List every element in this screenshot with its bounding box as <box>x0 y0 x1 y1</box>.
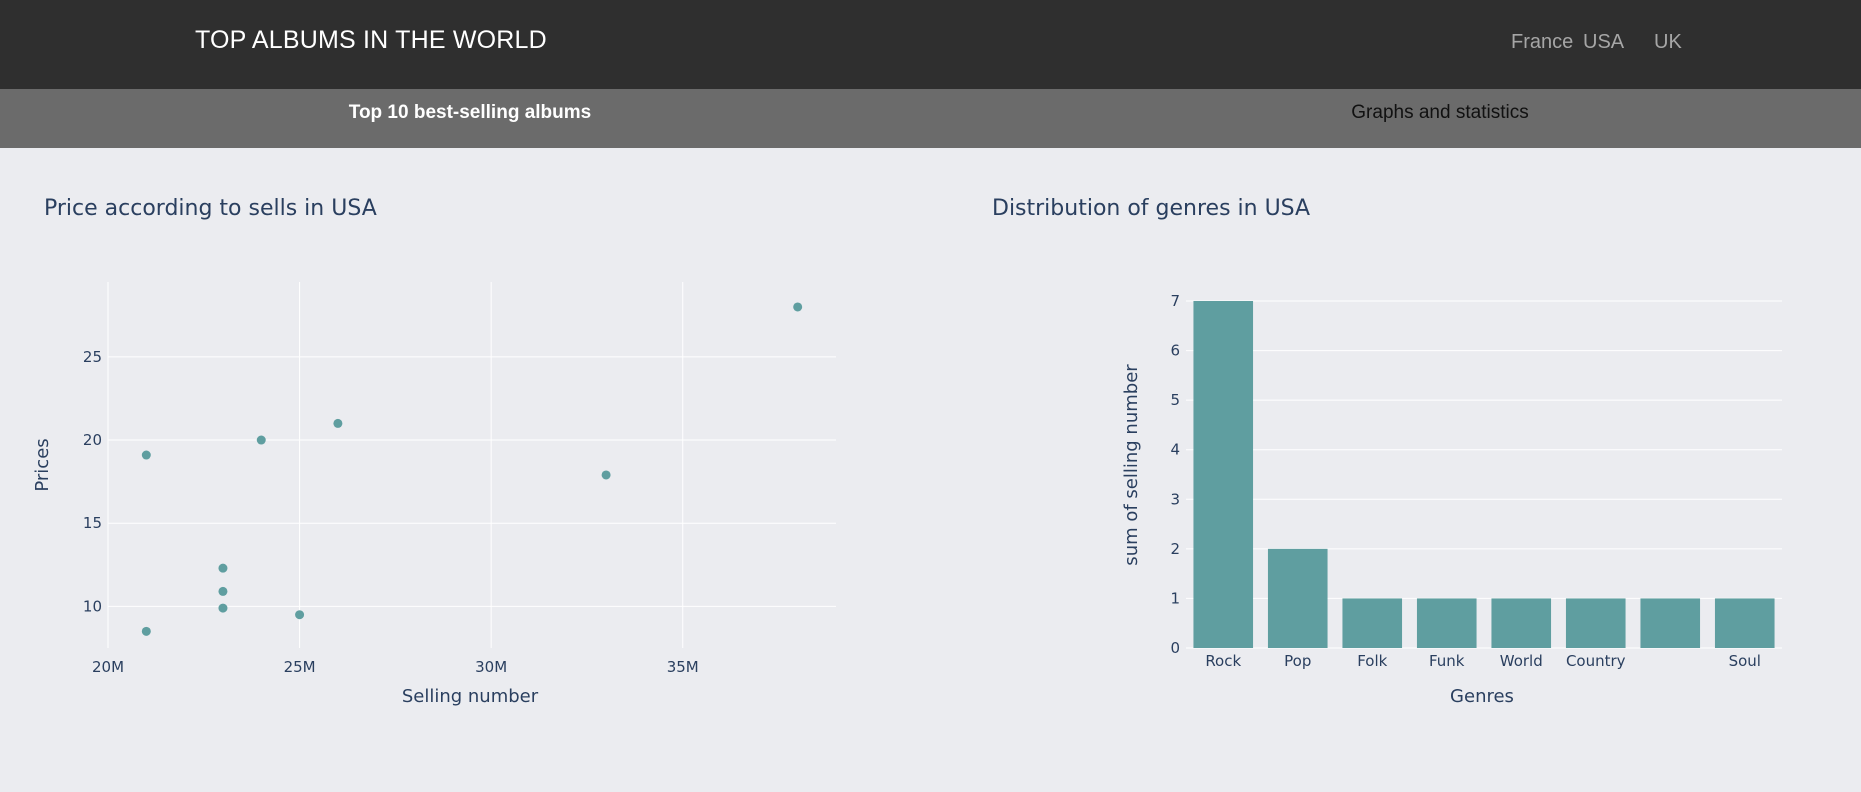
scatter-point <box>218 586 228 596</box>
bar-y-tick-label: 4 <box>1170 441 1180 459</box>
nav-link-france[interactable]: France <box>1511 31 1574 53</box>
bar-x-tick-label: Folk <box>1357 652 1387 670</box>
tab-top10-albums[interactable]: Top 10 best-selling albums <box>348 102 592 123</box>
bar <box>1267 548 1328 648</box>
scatter-x-tick-label: 20M <box>92 658 124 676</box>
bar-x-tick-label: Soul <box>1729 652 1761 670</box>
nav-link-usa[interactable]: USA <box>1583 31 1625 53</box>
bar-x-tick-label: Country <box>1566 652 1626 670</box>
bar-x-axis-label: Genres <box>1450 686 1514 707</box>
scatter-y-axis-label: Prices <box>32 438 53 491</box>
scatter-x-axis-label: Selling number <box>402 686 539 707</box>
scatter-point <box>141 626 151 636</box>
bar-x-tick-label: Rock <box>1205 652 1241 670</box>
bar-y-tick-label: 3 <box>1170 490 1180 508</box>
bar <box>1565 598 1626 648</box>
scatter-y-tick-label: 25 <box>83 348 102 366</box>
scatter-y-tick-label: 15 <box>83 514 102 532</box>
tab-graphs-statistics[interactable]: Graphs and statistics <box>1351 102 1529 123</box>
bar <box>1193 301 1254 648</box>
scatter-point <box>601 470 611 480</box>
bar-x-tick-label: Funk <box>1429 652 1465 670</box>
bar <box>1416 598 1477 648</box>
bar <box>1640 598 1701 648</box>
scatter-x-tick-label: 35M <box>667 658 699 676</box>
bar-title: Distribution of genres in USA <box>992 196 1310 221</box>
scatter-point <box>256 435 266 445</box>
scatter-point <box>295 610 305 620</box>
bar-x-ticks: Rock Pop Folk Funk World Country Soul <box>1205 652 1761 670</box>
scatter-point <box>793 302 803 312</box>
tab-bar: Top 10 best-selling albums Graphs and st… <box>0 89 1861 148</box>
scatter-x-tick-label: 25M <box>284 658 316 676</box>
scatter-x-ticks: 20M 25M 30M 35M <box>92 658 699 676</box>
bar-y-tick-label: 7 <box>1170 292 1180 310</box>
scatter-point <box>333 418 343 428</box>
bar <box>1342 598 1403 648</box>
bar-y-tick-label: 6 <box>1170 342 1180 360</box>
bar-y-tick-label: 1 <box>1170 589 1180 607</box>
scatter-y-ticks: 10 15 20 25 <box>83 348 102 616</box>
bar <box>1714 598 1775 648</box>
scatter-y-tick-label: 20 <box>83 431 102 449</box>
scatter-x-tick-label: 30M <box>475 658 507 676</box>
scatter-chart: Price according to sells in USA 20M 25M 30… <box>32 196 836 707</box>
bar-bars <box>1193 301 1775 648</box>
scatter-point <box>218 563 228 573</box>
top-navbar: TOP ALBUMS IN THE WORLD France USA UK <box>0 0 1861 89</box>
bar-y-tick-label: 0 <box>1170 639 1180 657</box>
scatter-point <box>218 603 228 613</box>
scatter-y-tick-label: 10 <box>83 597 102 615</box>
nav-link-uk[interactable]: UK <box>1654 31 1682 53</box>
bar-x-tick-label: Pop <box>1284 652 1311 670</box>
scatter-point <box>141 450 151 460</box>
bar <box>1491 598 1552 648</box>
scatter-points <box>141 302 803 636</box>
bar-x-tick-label: World <box>1500 652 1543 670</box>
bar-chart: Distribution of genres in USA 0 1 2 3 4 5 6 7 R… <box>992 196 1782 707</box>
site-title[interactable]: TOP ALBUMS IN THE WORLD <box>195 26 547 54</box>
bar-y-axis-label: sum of selling number <box>1121 364 1142 566</box>
scatter-title: Price according to sells in USA <box>44 196 377 221</box>
bar-y-tick-label: 5 <box>1170 391 1180 409</box>
bar-y-tick-label: 2 <box>1170 540 1180 558</box>
scatter-gridlines <box>107 282 836 648</box>
bar-y-ticks: 0 1 2 3 4 5 6 7 <box>1170 292 1180 657</box>
